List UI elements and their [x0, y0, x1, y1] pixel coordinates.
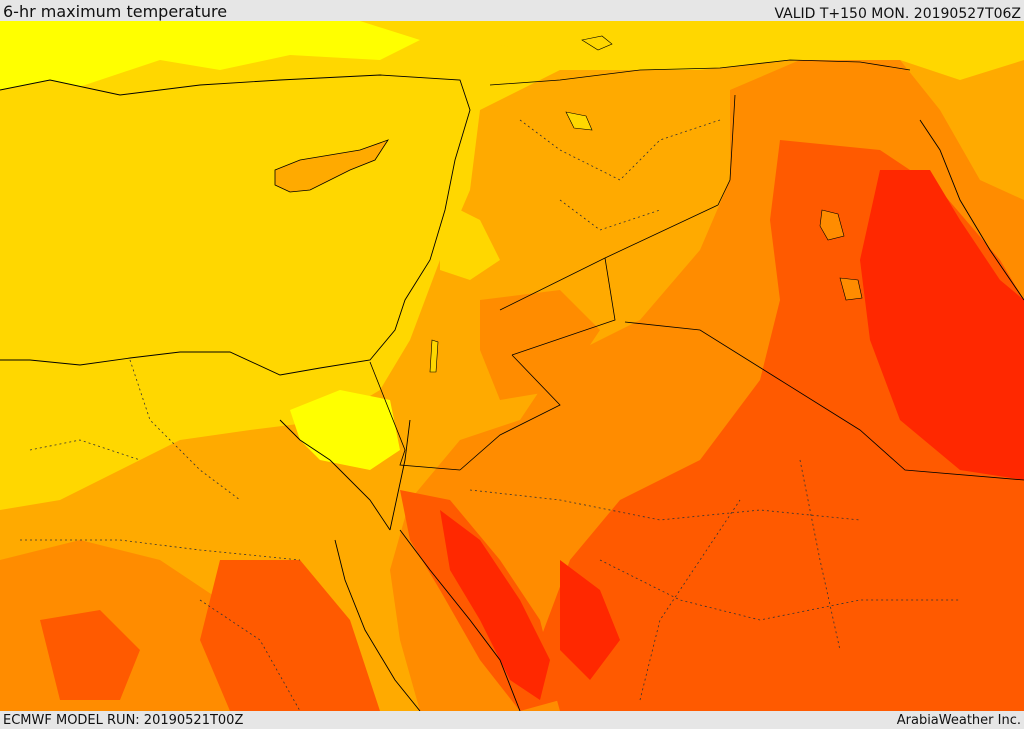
red-zone-mesopotamia	[860, 170, 1024, 480]
model-run: ECMWF MODEL RUN: 20190521T00Z	[3, 713, 244, 728]
coastlines	[0, 74, 1024, 711]
dark-orange-zone-egypt-south	[200, 560, 380, 711]
red-zone-red-sea-coast	[440, 510, 550, 700]
country-borders	[369, 59, 1024, 481]
pale-yellow-sinai	[290, 390, 400, 470]
map-footer: ECMWF MODEL RUN: 20190521T00Z ArabiaWeat…	[0, 711, 1024, 729]
credit: ArabiaWeather Inc.	[896, 713, 1021, 728]
valid-time: VALID T+150 MON. 20190527T06Z	[774, 6, 1021, 22]
dead-sea	[429, 339, 439, 373]
red-patch-south	[560, 560, 620, 680]
pale-yellow-zone-north	[0, 21, 420, 100]
yellow-levant	[440, 200, 500, 280]
lake-tharthar	[819, 209, 845, 241]
cyprus-island	[274, 139, 389, 193]
map-header: 6-hr maximum temperature VALID T+150 MON…	[0, 0, 1024, 22]
temperature-map[interactable]	[0, 21, 1024, 711]
province-boundaries	[20, 119, 960, 711]
mediterranean-sea	[0, 75, 470, 375]
map-title: 6-hr maximum temperature	[3, 2, 228, 21]
dark-orange-patch-west	[40, 610, 140, 700]
lake-assad	[565, 111, 593, 131]
orange-zone-jordan	[480, 290, 600, 400]
lake-northeast	[581, 35, 613, 51]
lake-razzaza	[839, 277, 863, 301]
